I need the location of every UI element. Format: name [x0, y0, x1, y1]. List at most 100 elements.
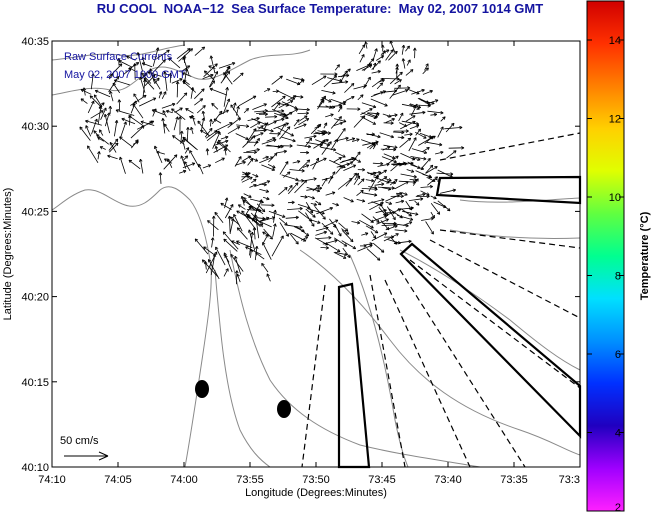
current-vector — [252, 174, 259, 178]
current-vector — [310, 202, 318, 206]
current-vector — [248, 229, 256, 251]
current-vector — [408, 197, 424, 201]
current-vector — [261, 262, 269, 273]
current-vector — [361, 187, 378, 192]
current-vector — [393, 129, 409, 133]
current-vector — [374, 112, 379, 120]
current-vector — [220, 71, 231, 84]
current-vector — [389, 71, 403, 85]
current-vector — [425, 166, 438, 174]
current-vector — [413, 47, 417, 59]
current-vector — [94, 89, 111, 98]
current-vector — [317, 105, 336, 110]
current-vector — [341, 230, 354, 243]
current-vector — [244, 205, 252, 217]
current-vector — [370, 231, 377, 239]
current-vector — [154, 77, 160, 84]
current-vector — [353, 84, 367, 90]
current-vector — [190, 126, 194, 135]
current-vector — [266, 109, 285, 113]
current-vector — [90, 73, 95, 90]
current-vector — [298, 118, 310, 126]
current-vector — [315, 230, 327, 236]
current-vector — [310, 157, 327, 166]
current-vector — [245, 246, 262, 255]
current-vector — [254, 180, 271, 187]
current-vector — [158, 172, 163, 184]
current-vector — [162, 110, 167, 118]
current-vector — [344, 83, 355, 93]
current-vector — [241, 176, 253, 183]
current-vector — [161, 91, 167, 99]
current-vector — [139, 158, 144, 174]
current-vector — [356, 199, 366, 203]
current-vector — [93, 94, 103, 108]
current-vector — [149, 68, 156, 84]
current-vector — [337, 178, 353, 190]
current-vector — [203, 70, 215, 81]
current-vector — [360, 244, 367, 248]
current-vector — [351, 220, 361, 225]
current-vector — [261, 138, 277, 145]
current-vector — [320, 246, 329, 250]
current-vector — [374, 182, 385, 187]
current-vector — [211, 215, 216, 237]
current-vector — [273, 122, 289, 130]
current-vector — [404, 132, 413, 137]
colorbar — [586, 0, 625, 512]
current-vector — [259, 156, 274, 164]
mooring-marker — [195, 380, 209, 398]
current-vector — [359, 219, 374, 229]
current-vector — [410, 164, 424, 171]
current-vector — [294, 179, 308, 194]
x-axis-label: Longitude (Degrees:Minutes) — [245, 487, 387, 499]
current-vector — [281, 174, 299, 182]
current-vector — [401, 192, 408, 196]
current-vector — [366, 248, 381, 261]
current-vector — [297, 79, 305, 86]
x-tick-label: 73:40 — [434, 474, 462, 486]
current-vector — [385, 201, 393, 205]
current-vector — [380, 44, 385, 52]
current-vector — [321, 90, 336, 95]
current-vector — [242, 199, 264, 215]
current-vector — [330, 98, 346, 106]
current-vector — [320, 72, 338, 76]
current-vector — [334, 251, 348, 257]
current-vector — [307, 195, 315, 200]
current-vector — [104, 112, 111, 127]
current-vector — [204, 127, 213, 138]
current-vector — [184, 161, 191, 172]
current-vector — [385, 194, 400, 202]
current-vector — [236, 124, 250, 128]
current-vector — [140, 72, 147, 80]
scale-label: 50 cm/s — [60, 435, 99, 447]
current-vector — [108, 138, 119, 151]
current-vector — [325, 191, 336, 196]
current-vector — [161, 102, 176, 109]
current-vector — [218, 62, 236, 69]
current-vector — [85, 125, 92, 137]
current-vector — [184, 147, 190, 154]
current-vector — [396, 191, 403, 196]
current-vector — [299, 115, 308, 121]
current-vector — [334, 118, 347, 123]
current-vector — [218, 109, 229, 116]
current-vector — [230, 104, 242, 120]
current-vector — [424, 63, 429, 71]
current-vector — [117, 99, 122, 112]
current-vector — [236, 273, 241, 283]
current-vector — [234, 156, 242, 167]
current-vector — [285, 215, 299, 220]
current-vector — [128, 159, 141, 170]
current-vector — [271, 75, 283, 85]
current-vector — [360, 116, 377, 125]
current-vector — [216, 141, 228, 150]
current-vector — [341, 228, 350, 235]
current-vector — [141, 56, 146, 66]
current-vector — [401, 44, 406, 55]
current-vector — [331, 80, 349, 85]
current-vector — [93, 130, 100, 137]
current-vector — [278, 100, 294, 109]
current-vector — [394, 181, 409, 190]
